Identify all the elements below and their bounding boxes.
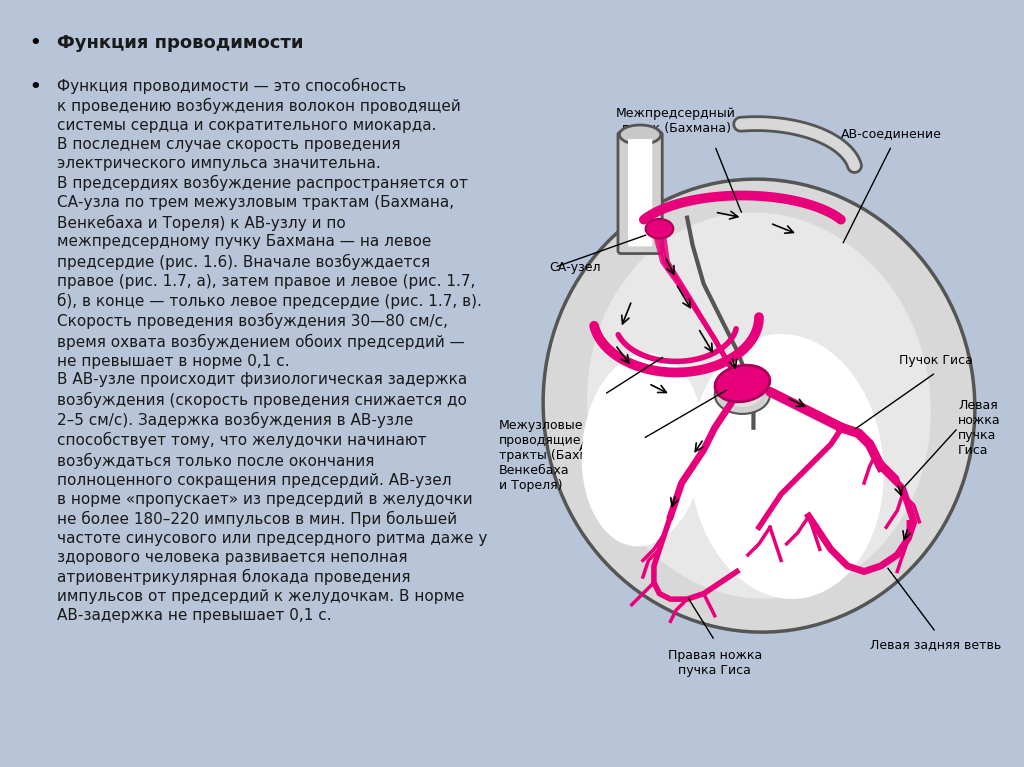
Ellipse shape (646, 219, 674, 239)
Text: СА-узел: СА-узел (549, 261, 600, 274)
Ellipse shape (543, 179, 975, 632)
Ellipse shape (715, 375, 770, 414)
Text: Пучок Гиса: Пучок Гиса (899, 354, 973, 367)
Ellipse shape (587, 212, 931, 599)
Text: Левая
ножка
пучка
Гиса: Левая ножка пучка Гиса (958, 399, 1000, 456)
Text: Правая ножка
пучка Гиса: Правая ножка пучка Гиса (668, 649, 762, 677)
Text: Межпредсердный
пучок (Бахмана): Межпредсердный пучок (Бахмана) (616, 107, 736, 135)
Text: АВ-соединение: АВ-соединение (842, 127, 942, 140)
Text: Функция проводимости — это способность
к проведению возбуждения волокон проводящ: Функция проводимости — это способность к… (57, 78, 487, 623)
Text: Функция проводимости: Функция проводимости (57, 34, 303, 51)
Ellipse shape (689, 334, 884, 599)
Ellipse shape (723, 382, 762, 407)
Ellipse shape (582, 354, 705, 546)
Text: •: • (29, 34, 41, 51)
FancyBboxPatch shape (628, 139, 652, 246)
Text: Левая задняя ветвь: Левая задняя ветвь (870, 638, 1001, 651)
Ellipse shape (620, 125, 660, 144)
Ellipse shape (715, 365, 770, 402)
FancyBboxPatch shape (618, 132, 663, 254)
Text: Межузловые
проводящие
тракты (Бахмана,
Венкебаха
и Тореля): Межузловые проводящие тракты (Бахмана, В… (499, 419, 616, 492)
Text: •: • (29, 78, 41, 96)
Text: АВ-узел: АВ-узел (579, 440, 630, 453)
